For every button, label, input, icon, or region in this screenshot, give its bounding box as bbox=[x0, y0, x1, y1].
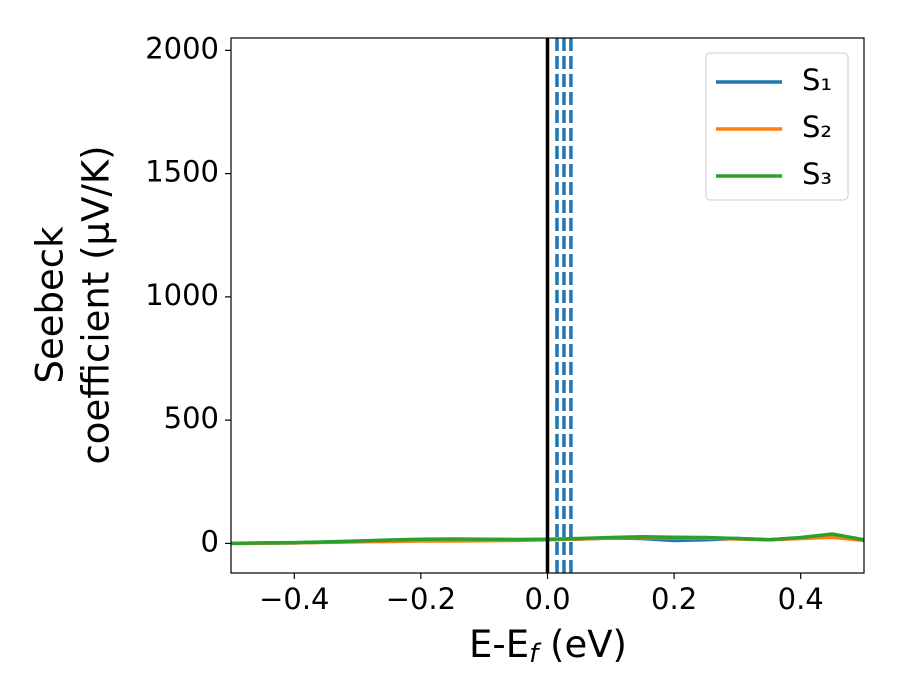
legend-label: S₂ bbox=[802, 110, 832, 144]
y-tick-label: 1000 bbox=[145, 278, 219, 312]
y-tick-label: 0 bbox=[201, 524, 219, 558]
legend-label: S₁ bbox=[802, 63, 832, 97]
x-tick-label: 0.4 bbox=[778, 582, 824, 616]
legend-label: S₃ bbox=[802, 157, 832, 191]
y-axis-label: Seebeck coefficient (μV/K) bbox=[29, 145, 118, 464]
x-tick-label: −0.2 bbox=[386, 582, 456, 616]
x-tick-label: 0.2 bbox=[651, 582, 697, 616]
y-tick-label: 1500 bbox=[145, 155, 219, 189]
y-tick-label: 500 bbox=[164, 401, 219, 435]
y-tick-label: 2000 bbox=[145, 31, 219, 65]
plot-frame bbox=[230, 37, 865, 574]
legend-box bbox=[705, 52, 849, 201]
x-label-part: (eV) bbox=[538, 623, 627, 666]
y-label-line: coefficient (μV/K) bbox=[75, 145, 118, 464]
x-label-part: E-E bbox=[469, 623, 529, 666]
y-label-line: Seebeck bbox=[29, 226, 72, 384]
x-tick-label: 0.0 bbox=[524, 582, 570, 616]
x-tick-label: −0.4 bbox=[259, 582, 329, 616]
x-axis-label: E-Ef (eV) bbox=[469, 623, 627, 669]
